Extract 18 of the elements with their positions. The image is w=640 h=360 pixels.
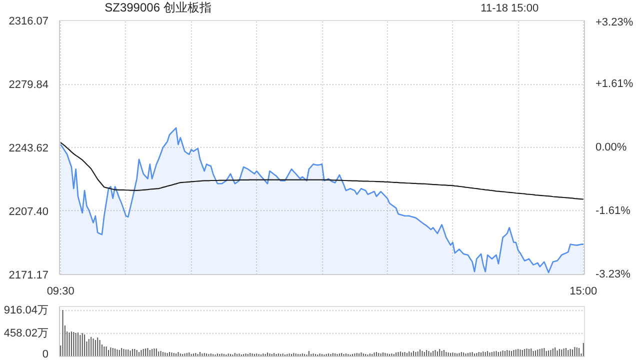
y-tick-label: 458.02万 [4,328,49,340]
y2-tick-label: +3.23% [596,16,634,28]
y-tick-label: 916.04万 [4,304,49,317]
text: 11-18 15:00 [480,2,539,14]
y-tick-label: 2316.07 [8,16,49,28]
line-series [60,142,584,200]
y2-tick-label: 0.00% [596,142,627,154]
y-tick-label: 2207.40 [8,206,49,218]
x-tick-label: 15:00 [570,286,598,298]
y-tick-label: 2243.62 [8,142,49,154]
y-tick-label: 2171.17 [8,270,49,282]
x-tick-label: 09:30 [46,286,74,298]
chart-title: SZ399006 创业板指 [104,0,212,14]
y2-tick-label: -1.61% [596,204,631,217]
y-tick-label: 0 [42,348,49,360]
y2-tick-label: +1.61% [596,78,634,90]
y2-tick-label: -3.23% [596,268,631,280]
y-tick-label: 2279.84 [8,79,49,92]
